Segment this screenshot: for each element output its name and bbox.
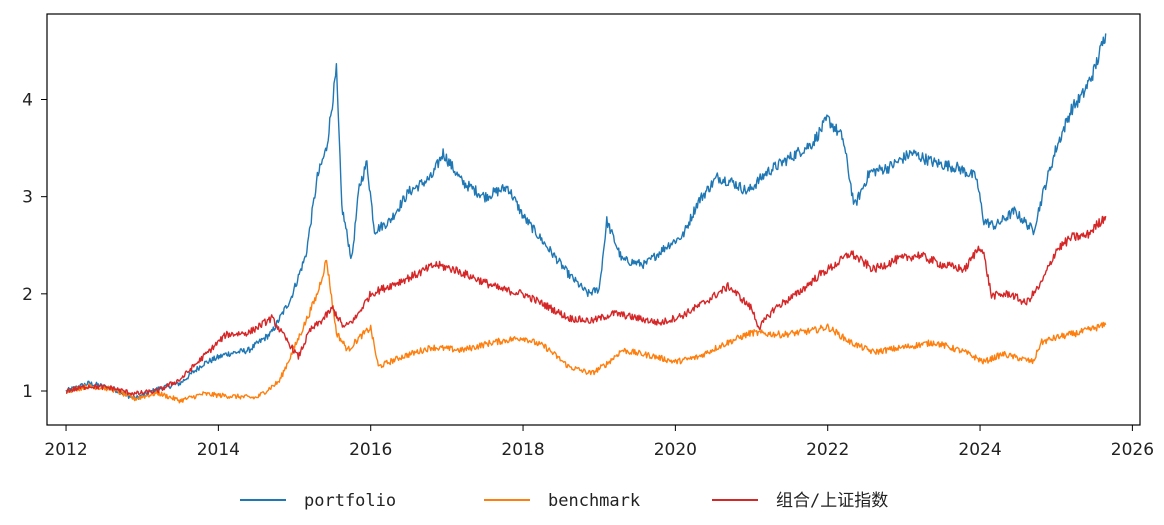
legend-label-0: portfolio xyxy=(304,491,396,511)
series-line-1 xyxy=(66,259,1107,404)
legend: portfolio benchmark 组合/上证指数 xyxy=(240,491,888,511)
legend-label-2: 组合/上证指数 xyxy=(776,491,888,511)
series-layer xyxy=(65,33,1107,404)
y-axis: 1 2 3 4 xyxy=(22,91,47,402)
x-tick-label: 2012 xyxy=(44,440,87,460)
plot-frame xyxy=(46,13,1141,426)
series-line-0 xyxy=(65,33,1107,401)
y-tick-label: 1 xyxy=(22,382,33,402)
x-tick-label: 2016 xyxy=(349,440,392,460)
x-tick-label: 2018 xyxy=(501,440,544,460)
x-tick-label: 2020 xyxy=(654,440,697,460)
x-tick-label: 2014 xyxy=(197,440,240,460)
x-tick-label: 2022 xyxy=(806,440,849,460)
legend-label-1: benchmark xyxy=(548,491,640,511)
plot-area xyxy=(46,13,1141,426)
x-axis: 2012 2014 2016 2018 2020 2022 2024 2026 xyxy=(44,425,1154,460)
y-tick-label: 4 xyxy=(22,91,33,111)
x-tick-label: 2024 xyxy=(958,440,1001,460)
y-tick-label: 3 xyxy=(22,188,33,208)
series-line-2 xyxy=(66,215,1107,397)
y-tick-label: 2 xyxy=(22,285,33,305)
x-tick-label: 2026 xyxy=(1111,440,1154,460)
